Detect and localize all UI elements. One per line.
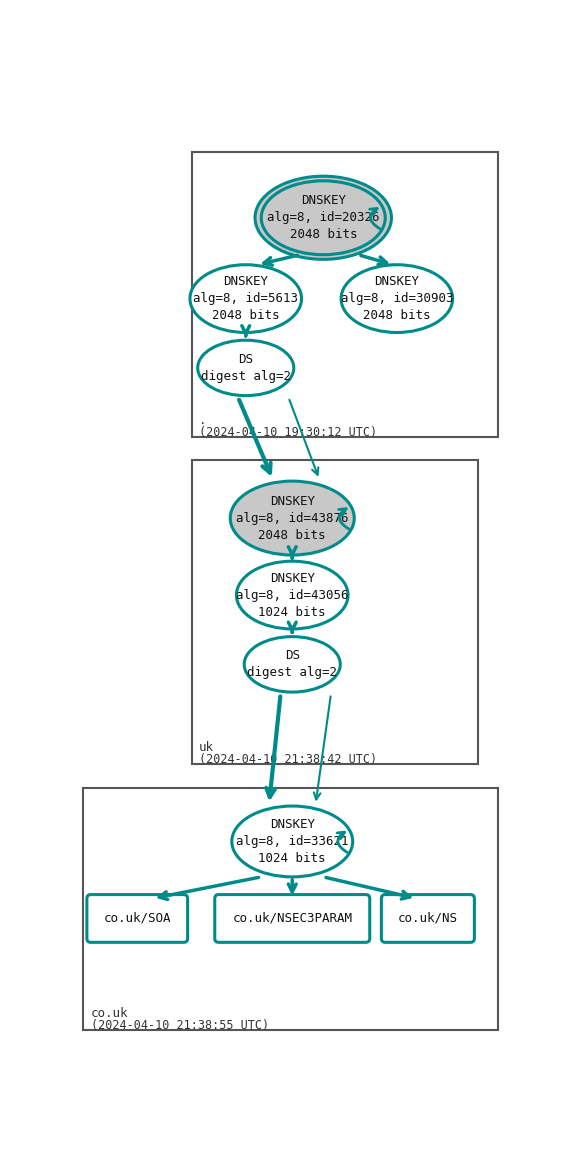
Text: (2024-04-10 19:30:12 UTC): (2024-04-10 19:30:12 UTC) [199,426,377,439]
Text: DNSKEY
alg=8, id=5613
2048 bits: DNSKEY alg=8, id=5613 2048 bits [193,276,298,323]
Ellipse shape [198,340,294,395]
Text: co.uk: co.uk [91,1006,128,1021]
Text: DS
digest alg=2: DS digest alg=2 [247,650,337,679]
FancyBboxPatch shape [215,895,370,942]
Text: DNSKEY
alg=8, id=43876
2048 bits: DNSKEY alg=8, id=43876 2048 bits [236,495,348,542]
Ellipse shape [244,637,340,692]
FancyBboxPatch shape [381,895,475,942]
Ellipse shape [190,265,301,332]
Text: DS
digest alg=2: DS digest alg=2 [201,353,291,382]
Bar [191,152,497,438]
Text: .: . [199,414,207,427]
Text: DNSKEY
alg=8, id=30903
2048 bits: DNSKEY alg=8, id=30903 2048 bits [341,276,453,323]
Bar [191,460,478,765]
Text: co.uk/NSEC3PARAM: co.uk/NSEC3PARAM [232,911,352,925]
Text: uk: uk [199,741,214,754]
Ellipse shape [232,806,353,877]
Ellipse shape [255,176,392,259]
Text: co.uk/SOA: co.uk/SOA [103,911,171,925]
Ellipse shape [230,481,354,555]
Ellipse shape [236,561,348,629]
Ellipse shape [262,181,385,255]
Text: (2024-04-10 21:38:42 UTC): (2024-04-10 21:38:42 UTC) [199,753,377,766]
Text: DNSKEY
alg=8, id=43056
1024 bits: DNSKEY alg=8, id=43056 1024 bits [236,571,348,618]
Text: DNSKEY
alg=8, id=33621
1024 bits: DNSKEY alg=8, id=33621 1024 bits [236,818,348,865]
Bar [83,787,497,1030]
Text: DNSKEY
alg=8, id=20326
2048 bits: DNSKEY alg=8, id=20326 2048 bits [267,195,380,242]
Text: co.uk/NS: co.uk/NS [398,911,458,925]
FancyBboxPatch shape [87,895,188,942]
Text: (2024-04-10 21:38:55 UTC): (2024-04-10 21:38:55 UTC) [91,1018,269,1031]
Ellipse shape [341,265,453,332]
